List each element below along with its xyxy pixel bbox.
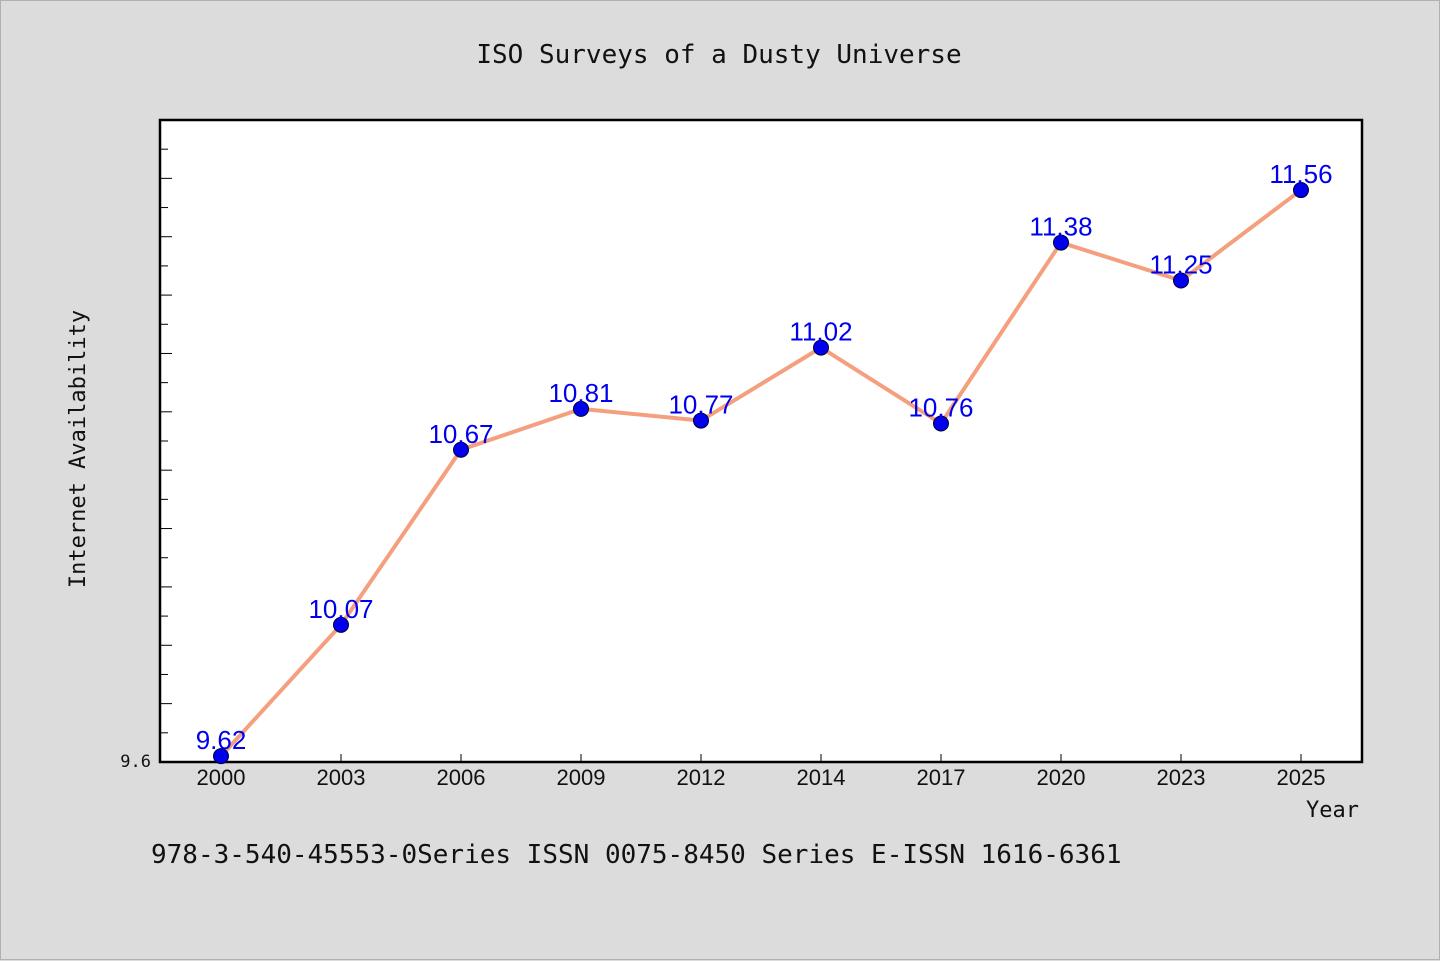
series-lines	[219, 188, 1303, 758]
x-tick-label: 2017	[917, 765, 966, 790]
data-point	[573, 400, 589, 417]
series-line	[219, 188, 1303, 758]
chart-title: ISO Surveys of a Dusty Universe	[476, 40, 961, 70]
plot-area	[158, 118, 1364, 764]
data-markers	[213, 182, 1309, 765]
x-tick-label: 2012	[677, 765, 726, 790]
footer-isbn-text: 978-3-540-45553-0Series ISSN 0075-8450 S…	[151, 840, 1122, 870]
data-point	[813, 339, 829, 356]
data-label: 11.02	[789, 317, 852, 347]
x-tick-label: 2020	[1037, 765, 1086, 790]
data-label: 11.56	[1269, 159, 1332, 189]
data-point	[693, 412, 709, 429]
data-label: 11.25	[1149, 250, 1212, 280]
x-tick-label: 2023	[1157, 765, 1206, 790]
data-label: 10.81	[548, 378, 613, 408]
data-point	[213, 748, 229, 765]
x-tick-label: 2025	[1277, 765, 1326, 790]
data-point	[933, 415, 949, 432]
x-tick-label: 2000	[197, 765, 246, 790]
data-label: 10.07	[308, 594, 373, 624]
y-axis-ticks	[160, 119, 172, 763]
y-axis-label: Internet Availability	[66, 310, 91, 588]
data-point	[1053, 234, 1069, 251]
y-tick-label-min: 9.6	[120, 752, 151, 772]
x-tick-label: 2014	[797, 765, 846, 790]
data-label: 10.76	[908, 392, 973, 422]
data-label: 9.62	[196, 725, 247, 755]
data-label: 10.77	[668, 390, 733, 420]
data-point	[453, 441, 469, 458]
x-axis-label: Year	[1306, 798, 1359, 823]
x-tick-label: 2009	[557, 765, 606, 790]
data-point	[1173, 272, 1189, 289]
data-label: 10.67	[428, 419, 493, 449]
data-labels: 9.62 10.07 10.67 10.81 10.77 11.02 10.76 11.38 1…	[196, 159, 1333, 755]
x-tick-label: 2006	[437, 765, 486, 790]
x-axis-ticks: 2000 2003 2006 2009 2012 2014 2017 2020 2023 2025	[197, 754, 1326, 790]
data-point	[333, 616, 349, 633]
data-point	[1293, 182, 1309, 199]
data-label: 11.38	[1029, 212, 1092, 242]
x-tick-label: 2003	[317, 765, 366, 790]
